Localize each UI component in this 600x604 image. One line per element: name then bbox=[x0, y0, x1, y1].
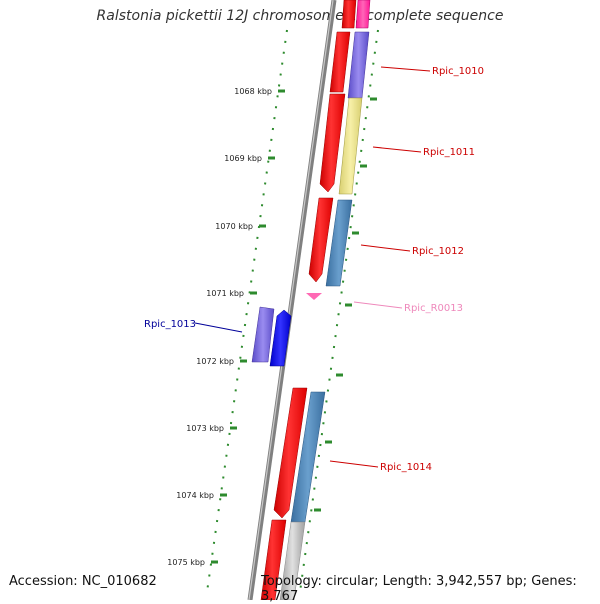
ruler: 1068 kbp 1069 kbp 1070 kbp 1071 kbp 1072 kbp… bbox=[167, 20, 377, 567]
leader-rpic-r0013 bbox=[353, 301, 403, 309]
feature-rpic-1013 bbox=[251, 306, 275, 363]
ruler-label: 1073 kbp bbox=[186, 424, 224, 433]
ruler-label: 1074 kbp bbox=[176, 491, 214, 500]
label-rpic-1014[interactable]: Rpic_1014 bbox=[380, 462, 432, 473]
feature-cds-1010-red bbox=[329, 31, 351, 93]
ruler-label: 1069 kbp bbox=[224, 154, 262, 163]
feature-cds-1014-red bbox=[273, 387, 308, 519]
label-rpic-r0013[interactable]: Rpic_R0013 bbox=[404, 303, 463, 314]
leader-rpic-1014 bbox=[329, 460, 379, 468]
accession-text: Accession: NC_010682 bbox=[9, 574, 157, 589]
label-rpic-1013[interactable]: Rpic_1013 bbox=[144, 319, 196, 330]
feature-cds-1011-red bbox=[319, 93, 346, 193]
leader-rpic-1012 bbox=[360, 244, 411, 252]
feature-top-red bbox=[341, 0, 357, 29]
inner-dotted-track bbox=[206, 29, 288, 593]
feature-bottom-red bbox=[260, 519, 287, 600]
gene-labels: Rpic_1010 Rpic_1011 Rpic_1012 Rpic_R0013… bbox=[144, 66, 484, 473]
leader-rpic-1011 bbox=[372, 146, 422, 153]
backbone-line bbox=[247, 0, 337, 600]
feature-rpic-1011 bbox=[338, 97, 363, 195]
ruler-label: 1071 kbp bbox=[206, 289, 244, 298]
ruler-label: 1072 kbp bbox=[196, 357, 234, 366]
ruler-label: 1075 kbp bbox=[167, 558, 205, 567]
leader-rpic-1010 bbox=[380, 66, 431, 72]
label-rpic-1012[interactable]: Rpic_1012 bbox=[412, 246, 464, 257]
feature-track bbox=[251, 0, 371, 600]
map-title: Ralstonia pickettii 12J chromosome 1, co… bbox=[96, 8, 504, 24]
ruler-label: 1070 kbp bbox=[215, 222, 253, 231]
feature-bottom-gray bbox=[279, 521, 306, 600]
feature-top-pink bbox=[355, 0, 371, 29]
feature-cds-1012-red bbox=[308, 197, 334, 283]
feature-rpic-1010 bbox=[347, 31, 370, 99]
ruler-label: 1068 kbp bbox=[234, 87, 272, 96]
backbone-highlight bbox=[248, 0, 334, 600]
feature-cds-1013-blue bbox=[269, 309, 292, 367]
leader-rpic-1013 bbox=[194, 322, 243, 333]
feature-rpic-1012 bbox=[325, 199, 353, 287]
label-rpic-1010[interactable]: Rpic_1010 bbox=[432, 66, 484, 77]
label-rpic-1011[interactable]: Rpic_1011 bbox=[423, 147, 475, 158]
feature-rpic-r0013 bbox=[306, 293, 322, 300]
